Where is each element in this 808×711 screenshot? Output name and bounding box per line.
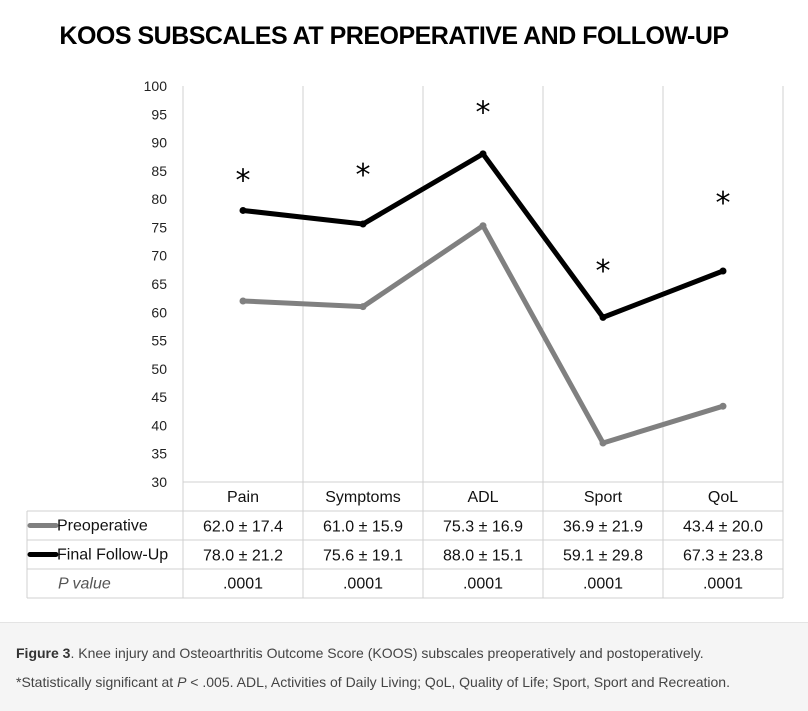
table-value-cell: 36.9 ± 21.9 [563, 519, 643, 536]
table-value-cell: 43.4 ± 20.0 [683, 519, 763, 536]
table-value-cell: 75.3 ± 16.9 [443, 519, 523, 536]
caption-text: . Knee injury and Osteoarthritis Outcome… [70, 645, 704, 661]
caption-line-2: *Statistically significant at P < .005. … [16, 674, 730, 690]
figure-panel: KOOS SUBSCALES AT PREOPERATIVE AND FOLLO… [26, 22, 784, 599]
table-category-label: ADL [467, 489, 498, 506]
p-value-cell: .0001 [223, 576, 263, 593]
p-value-row-label: P value [58, 576, 111, 593]
y-tick-label: 30 [151, 474, 167, 490]
table-category-label: Symptoms [325, 489, 401, 506]
legend-series-name: Preoperative [57, 518, 148, 535]
data-point [599, 313, 607, 321]
table-category-label: Sport [584, 489, 623, 506]
table-value-cell: 61.0 ± 15.9 [323, 519, 403, 536]
y-tick-label: 60 [151, 304, 167, 320]
y-tick-label: 50 [151, 361, 167, 377]
data-point [479, 222, 487, 230]
y-tick-label: 65 [151, 276, 167, 292]
caption-footnote-end: < .005. ADL, Activities of Daily Living;… [186, 674, 730, 690]
data-point [599, 439, 607, 447]
caption-p-symbol: P [177, 674, 187, 690]
figure-caption: Figure 3. Knee injury and Osteoarthritis… [0, 622, 808, 711]
data-point [719, 267, 727, 275]
p-value-cell: .0001 [703, 576, 743, 593]
table-category-label: QoL [708, 489, 738, 506]
y-tick-label: 55 [151, 333, 167, 349]
legend-series-name: Final Follow-Up [57, 547, 168, 564]
significance-asterisk: * [596, 254, 611, 289]
chart-title: KOOS SUBSCALES AT PREOPERATIVE AND FOLLO… [59, 22, 729, 50]
data-point [719, 402, 727, 410]
y-tick-label: 40 [151, 417, 167, 433]
y-tick-label: 75 [151, 219, 167, 235]
p-value-cell: .0001 [463, 576, 503, 593]
koos-line-chart: 30 35 40 45 50 55 60 65 70 75 80 85 90 95 100 Pain Sympt… [26, 78, 784, 599]
caption-line-1: Figure 3. Knee injury and Osteoarthritis… [16, 645, 704, 661]
table-value-cell: 62.0 ± 17.4 [203, 519, 283, 536]
significance-asterisk: * [716, 186, 731, 221]
table-value-cell: 75.6 ± 19.1 [323, 548, 403, 565]
table-value-cell: 59.1 ± 29.8 [563, 548, 643, 565]
p-value-cell: .0001 [343, 576, 383, 593]
preoperative-series-line [240, 223, 726, 446]
significance-asterisk: * [236, 164, 251, 199]
p-value-cell: .0001 [583, 576, 623, 593]
y-tick-label: 80 [151, 191, 167, 207]
y-tick-label: 90 [151, 135, 167, 151]
table-value-cell: 78.0 ± 21.2 [203, 548, 283, 565]
caption-footnote-start: *Statistically significant at [16, 674, 178, 690]
y-tick-label: 70 [151, 248, 167, 264]
table-value-cell: 88.0 ± 15.1 [443, 548, 523, 565]
significance-asterisk: * [356, 158, 371, 193]
y-tick-label: 35 [151, 446, 167, 462]
y-tick-label: 45 [151, 389, 167, 405]
data-point [359, 220, 367, 228]
figure-label: Figure 3 [16, 645, 71, 661]
data-point [359, 303, 367, 311]
follow-up-series-line [240, 151, 726, 320]
data-point [239, 297, 247, 305]
significance-asterisk: * [476, 96, 491, 131]
data-point [479, 150, 487, 158]
data-point [239, 206, 247, 214]
table-category-label: Pain [227, 489, 259, 506]
y-tick-label: 100 [144, 78, 168, 94]
y-tick-label: 95 [151, 106, 167, 122]
table-value-cell: 67.3 ± 23.8 [683, 548, 763, 565]
y-tick-label: 85 [151, 163, 167, 179]
